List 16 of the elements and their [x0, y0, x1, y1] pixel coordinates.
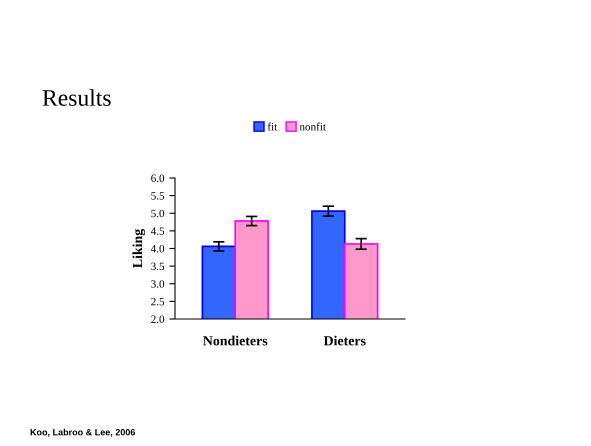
y-tick-label: 2.5: [151, 298, 164, 306]
y-tick-label: 6.0: [151, 174, 164, 182]
y-tick-label: 5.5: [151, 192, 164, 200]
y-tick-label: 4.5: [150, 227, 164, 235]
legend-label: nonfit: [300, 122, 326, 130]
y-tick-label: 3.0: [151, 280, 164, 288]
y-tick-label: 3.5: [151, 262, 164, 270]
y-tick-label: 4.0: [150, 244, 164, 253]
x-tick-label: Nondieters: [203, 336, 268, 346]
legend-label: fit: [268, 122, 278, 130]
y-tick-label: 5.0: [151, 210, 164, 218]
chart-title: Results: [42, 89, 111, 106]
y-axis-title: Liking: [132, 228, 146, 268]
x-tick-label: Dieters: [324, 336, 366, 346]
text: Koo, Labroo & Lee, 2006: [30, 428, 136, 437]
y-tick-label: 2.0: [151, 315, 164, 324]
